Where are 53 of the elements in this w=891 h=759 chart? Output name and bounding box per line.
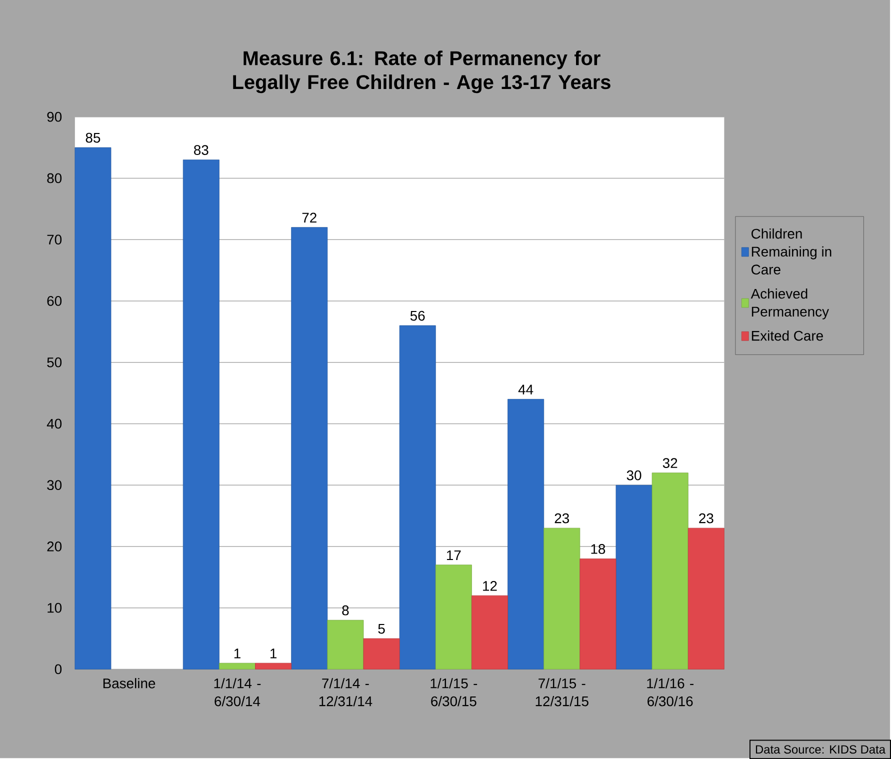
data-label: 17	[446, 550, 461, 560]
bar	[616, 484, 652, 670]
y-tick-label: 30	[47, 480, 62, 490]
x-tick-label: Baseline	[103, 678, 156, 688]
bar	[291, 227, 328, 670]
data-label: 18	[591, 544, 606, 554]
x-tick-label: 1/1/16 - 6/30/16	[647, 678, 694, 706]
y-tick-label: 10	[48, 602, 62, 613]
bar	[472, 595, 508, 670]
bar	[255, 662, 292, 670]
bar	[688, 528, 724, 670]
data-label: 23	[554, 513, 570, 524]
bar	[544, 528, 580, 670]
legend-label: Children Remaining in Care	[752, 228, 832, 274]
bar	[435, 564, 472, 670]
data-label: 83	[194, 145, 208, 155]
bar	[327, 620, 364, 670]
y-tick-label: 20	[47, 541, 62, 552]
bar	[219, 662, 256, 670]
bar	[508, 398, 544, 670]
y-tick-label: 50	[47, 357, 62, 368]
bar	[182, 160, 220, 670]
y-tick-label: 40	[46, 418, 62, 429]
bar	[580, 558, 616, 670]
bar	[74, 147, 112, 670]
legend-label: Achieved Permanency	[750, 288, 829, 320]
data-label: 8	[342, 605, 349, 616]
data-label: 5	[378, 624, 385, 634]
y-tick-label: 90	[47, 112, 62, 122]
bar	[652, 472, 688, 670]
data-label: 30	[626, 470, 642, 480]
source-note: Data Source: KIDS Data	[756, 745, 886, 754]
bar	[363, 638, 400, 670]
data-label: 72	[302, 212, 316, 222]
y-tick-label: 0	[54, 664, 62, 674]
y-tick-label: 80	[47, 173, 62, 184]
y-tick-label: 60	[47, 296, 62, 306]
data-label: 56	[410, 310, 425, 321]
chart-title: Measure 6.1: Rate of Permanency for Legally Free Children - Age 13-17 Years	[233, 50, 610, 94]
data-label: 23	[699, 513, 714, 524]
legend-label: Exited Care	[752, 330, 823, 341]
x-tick-label: 1/1/15 - 6/30/15	[430, 678, 478, 706]
x-tick-label: 7/1/15 - 12/31/15	[536, 678, 588, 706]
x-tick-label: 7/1/14 - 12/31/14	[319, 678, 372, 706]
data-label: 1	[234, 648, 240, 658]
data-label: 44	[518, 384, 534, 394]
x-tick-label: 1/1/14 - 6/30/14	[214, 678, 261, 706]
data-label: 1	[270, 648, 277, 658]
data-label: 32	[662, 458, 678, 468]
y-tick-label: 70	[47, 234, 62, 244]
data-label: 85	[86, 132, 100, 143]
bar	[399, 325, 436, 670]
data-label: 12	[483, 580, 497, 591]
